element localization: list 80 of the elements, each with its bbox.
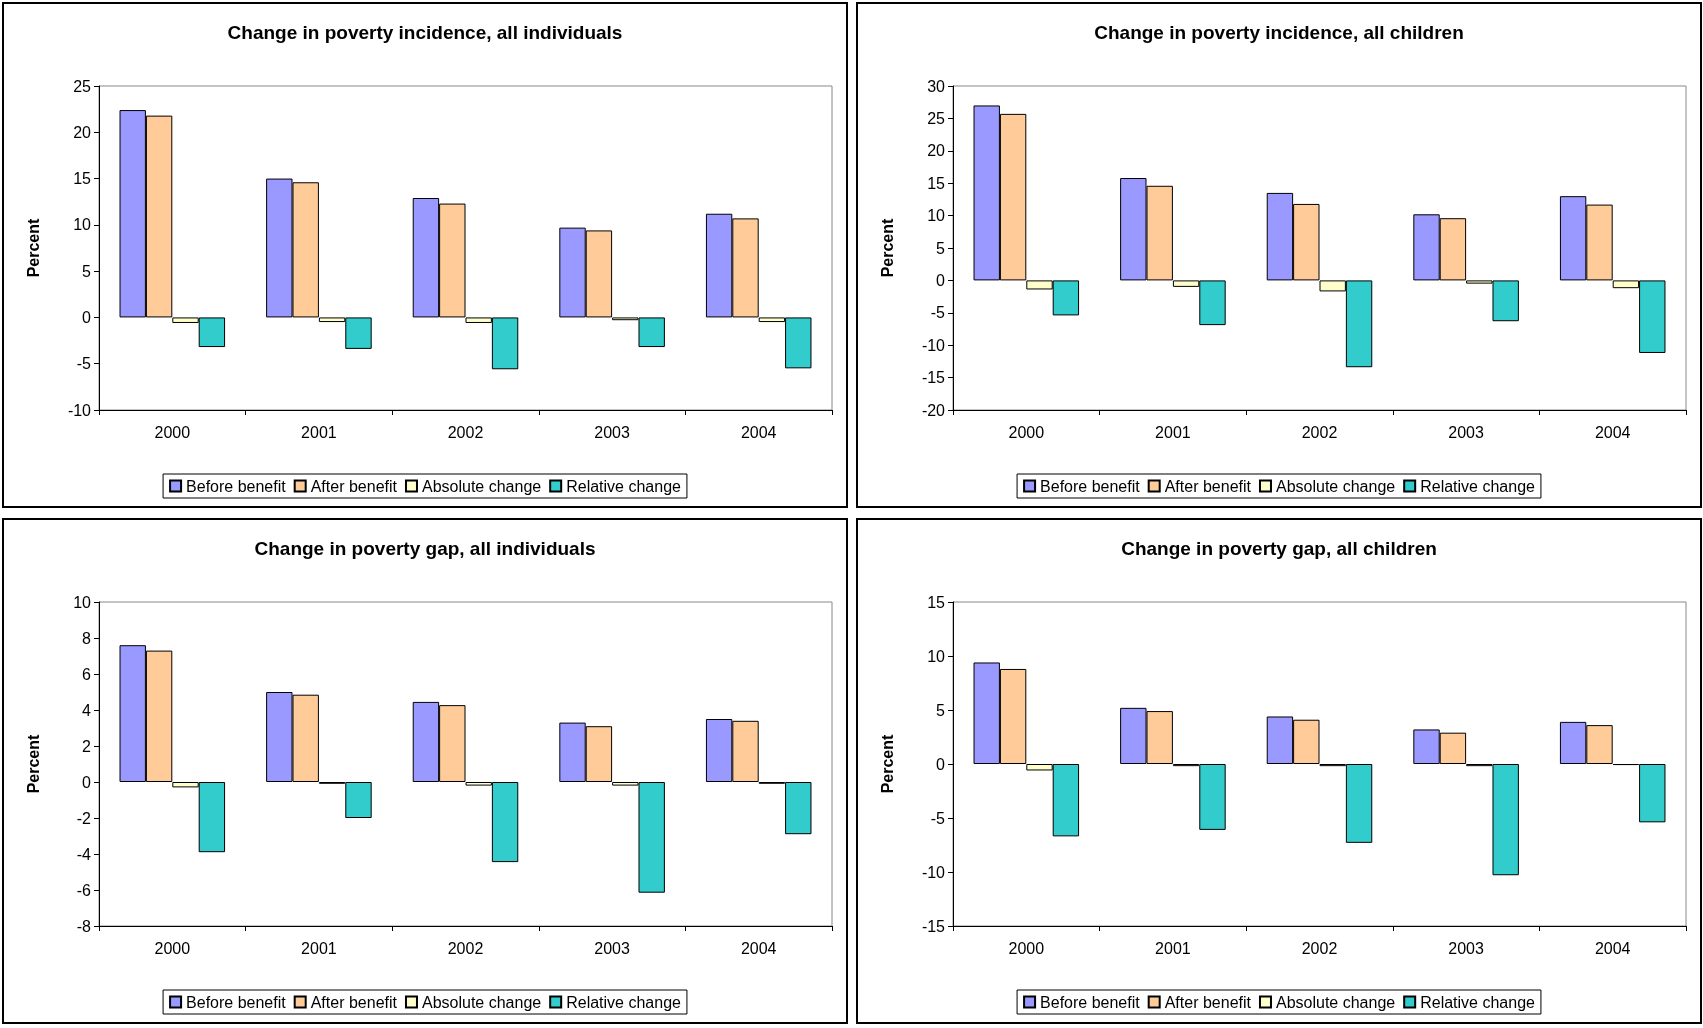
x-tick-label: 2002 (447, 423, 484, 441)
x-tick-label: 2003 (594, 423, 630, 441)
y-tick-label: -20 (921, 401, 946, 419)
x-tick-label: 2001 (1155, 423, 1191, 441)
legend-label: After benefit (1164, 477, 1252, 495)
y-tick-label: 5 (936, 701, 946, 719)
y-tick-label: 10 (73, 593, 92, 611)
x-tick-label: 2004 (1594, 423, 1631, 441)
y-tick-label: 15 (927, 174, 946, 192)
y-tick-label: 0 (82, 308, 92, 326)
legend-label: Relative change (1420, 477, 1536, 495)
y-tick-label: 5 (936, 239, 946, 257)
legend-label: Relative change (566, 477, 682, 495)
y-tick-label: -5 (76, 355, 92, 373)
chart-title: Change in poverty incidence, all children (1094, 22, 1464, 43)
y-tick-label: 30 (927, 77, 946, 95)
legend-label: After benefit (1164, 993, 1252, 1011)
y-tick-label: 4 (82, 701, 92, 719)
legend-label: After benefit (310, 993, 398, 1011)
x-tick-label: 2004 (1594, 939, 1631, 957)
y-tick-label: 10 (73, 216, 92, 234)
y-tick-label: 10 (927, 207, 946, 225)
y-tick-label: 20 (927, 142, 946, 160)
y-tick-label: 0 (936, 271, 946, 289)
y-tick-label: 0 (936, 755, 946, 773)
y-tick-label: -6 (76, 881, 92, 899)
x-tick-label: 2004 (740, 939, 777, 957)
y-tick-label: -4 (76, 845, 92, 863)
legend-label: Relative change (1420, 993, 1536, 1011)
legend-label: Before benefit (1040, 993, 1141, 1011)
x-tick-label: 2001 (301, 939, 337, 957)
y-axis-title: Percent (878, 217, 896, 278)
y-tick-label: -5 (930, 809, 946, 827)
y-axis-title: Percent (24, 217, 42, 278)
x-tick-label: 2000 (1008, 423, 1045, 441)
x-tick-label: 2004 (740, 423, 777, 441)
y-tick-label: 2 (82, 737, 92, 755)
y-tick-label: 0 (82, 773, 92, 791)
legend-label: Absolute change (1275, 477, 1396, 495)
y-tick-label: -10 (921, 863, 946, 881)
x-tick-label: 2000 (154, 423, 191, 441)
y-tick-label: -10 (67, 401, 92, 419)
x-tick-label: 2002 (447, 939, 484, 957)
chart-title: Change in poverty gap, all children (1121, 538, 1437, 559)
y-tick-label: 10 (927, 647, 946, 665)
x-tick-label: 2000 (1008, 939, 1045, 957)
chart-title: Change in poverty gap, all individuals (254, 538, 596, 559)
x-tick-label: 2000 (154, 939, 191, 957)
y-tick-label: 6 (82, 665, 92, 683)
x-tick-label: 2001 (301, 423, 337, 441)
y-tick-label: 15 (73, 170, 92, 188)
legend-label: Before benefit (1040, 477, 1141, 495)
legend-label: Before benefit (186, 993, 287, 1011)
y-tick-label: -8 (76, 917, 92, 935)
y-axis-title: Percent (24, 733, 42, 794)
y-tick-label: -10 (921, 336, 946, 354)
legend-label: Absolute change (421, 993, 542, 1011)
chart-title: Change in poverty incidence, all individuals (227, 22, 623, 43)
y-tick-label: -2 (76, 809, 92, 827)
y-tick-label: -5 (930, 304, 946, 322)
x-tick-label: 2003 (1448, 423, 1484, 441)
y-tick-label: 5 (82, 262, 92, 280)
legend-label: Before benefit (186, 477, 287, 495)
x-tick-label: 2003 (1448, 939, 1484, 957)
x-tick-label: 2003 (594, 939, 630, 957)
legend-label: Absolute change (421, 477, 542, 495)
y-tick-label: 25 (73, 77, 92, 95)
y-tick-label: 25 (927, 109, 946, 127)
legend-label: Absolute change (1275, 993, 1396, 1011)
legend-label: Relative change (566, 993, 682, 1011)
y-tick-label: 20 (73, 123, 92, 141)
y-tick-label: 8 (82, 629, 92, 647)
y-axis-title: Percent (878, 733, 896, 794)
y-tick-label: -15 (921, 917, 946, 935)
legend-label: After benefit (310, 477, 398, 495)
y-tick-label: 15 (927, 593, 946, 611)
y-tick-label: -15 (921, 369, 946, 387)
x-tick-label: 2002 (1301, 939, 1338, 957)
x-tick-label: 2001 (1155, 939, 1191, 957)
x-tick-label: 2002 (1301, 423, 1338, 441)
